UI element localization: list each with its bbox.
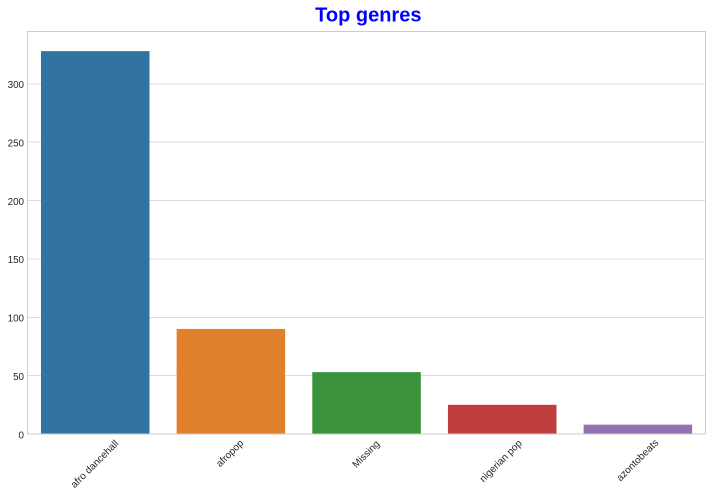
svg-text:150: 150 — [8, 255, 25, 266]
svg-text:0: 0 — [19, 430, 25, 441]
svg-text:100: 100 — [8, 314, 25, 325]
svg-text:300: 300 — [8, 80, 25, 91]
svg-text:250: 250 — [8, 139, 25, 150]
svg-text:Top genres: Top genres — [315, 4, 421, 26]
svg-text:200: 200 — [8, 197, 25, 208]
svg-text:50: 50 — [13, 372, 24, 383]
